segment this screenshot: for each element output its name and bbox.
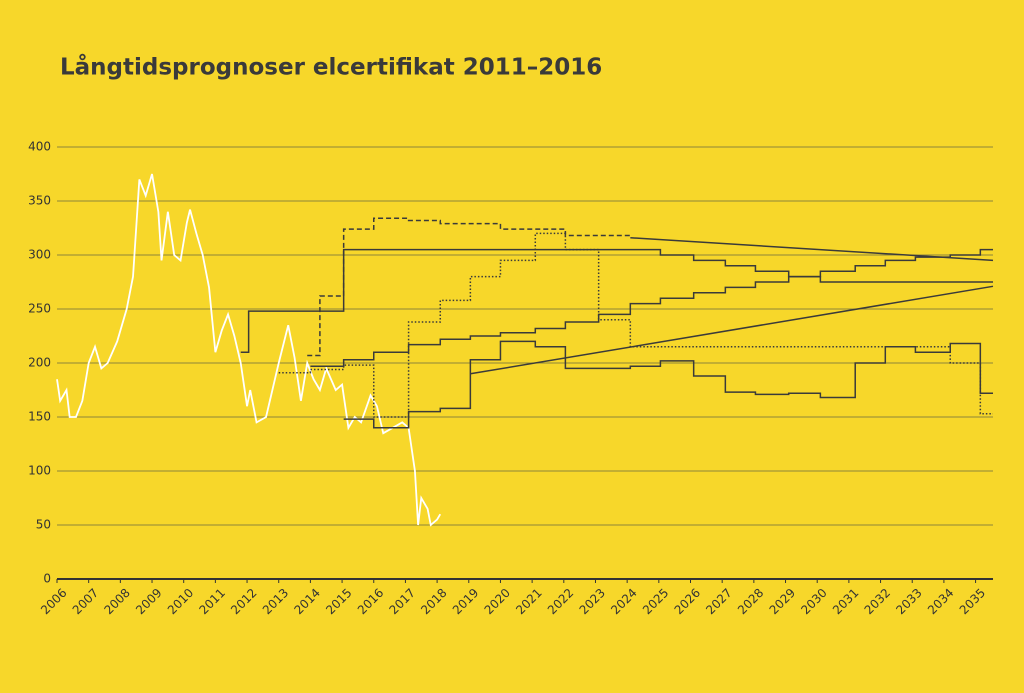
y-tick-label: 0 [43,572,51,586]
x-tick-label: 2018 [418,586,449,617]
x-tick-label: 2009 [133,586,164,617]
x-tick-label: 2028 [735,586,766,617]
y-tick-label: 400 [28,140,51,154]
line-series [310,248,993,367]
x-tick-label: 2010 [165,586,196,617]
x-tick-label: 2025 [640,586,671,617]
x-tick-label: 2024 [608,586,639,617]
y-tick-label: 250 [28,302,51,316]
x-tick-label: 2007 [70,586,101,617]
x-tick-label: 2034 [925,586,956,617]
line-series [278,232,993,418]
y-tick-label: 350 [28,194,51,208]
y-tick-label: 100 [28,464,51,478]
x-tick-label: 2027 [703,586,734,617]
x-tick-label: 2026 [672,586,703,617]
x-tick-label: 2030 [798,586,829,617]
x-tick-label: 2014 [291,586,322,617]
x-tick-label: 2019 [450,586,481,617]
x-tick-label: 2023 [577,586,608,617]
y-tick-label: 50 [36,518,51,532]
x-tick-label: 2017 [387,586,418,617]
line-series [240,248,993,353]
x-tick-label: 2012 [228,586,259,617]
line-series [56,173,442,527]
x-tick-label: 2015 [323,586,354,617]
x-tick-label: 2013 [260,586,291,617]
x-tick-label: 2006 [38,586,69,617]
y-tick-label: 200 [28,356,51,370]
x-tick-label: 2033 [893,586,924,617]
y-tick-label: 300 [28,248,51,262]
chart-title: Långtidsprognoser elcertifikat 2011–2016 [60,54,602,81]
x-tick-label: 2016 [355,586,386,617]
x-tick-label: 2029 [767,586,798,617]
x-tick-label: 2011 [196,586,227,617]
x-tick-label: 2008 [101,586,132,617]
x-tick-label: 2022 [545,586,576,617]
x-tick-label: 2035 [957,586,988,617]
x-tick-label: 2021 [513,586,544,617]
y-tick-label: 150 [28,410,51,424]
x-tick-label: 2031 [830,586,861,617]
line-series [307,217,632,357]
x-tick-label: 2020 [482,586,513,617]
x-tick-label: 2032 [862,586,893,617]
line-series [470,285,994,375]
line-series [343,340,993,429]
